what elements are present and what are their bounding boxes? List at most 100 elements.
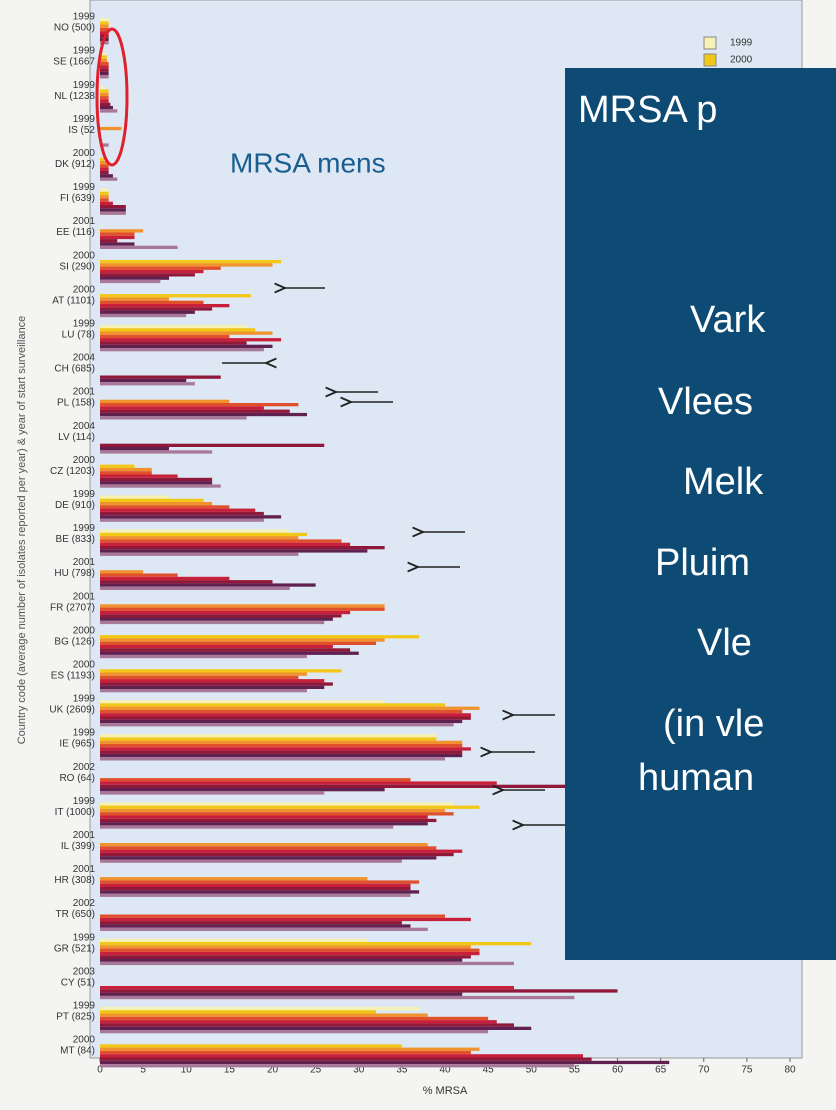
x-tick-label: 55 [569,1065,581,1076]
bar [100,1006,420,1011]
bar [100,852,454,857]
bar [100,211,126,215]
bar [100,307,213,311]
category-label: ES (1193) [51,671,95,682]
bar [100,709,463,714]
x-tick-label: 15 [224,1065,236,1076]
bar [100,157,105,161]
start-year-label: 2000 [73,1035,96,1046]
bar [100,924,411,928]
start-year-label: 2000 [73,455,96,466]
overlay-line: Vlees [658,381,753,423]
category-label: FR (2707) [50,602,95,613]
bar [100,266,221,270]
bar [100,675,299,680]
category-label: IL (399) [61,841,95,852]
bar [100,604,385,608]
bar [100,890,420,894]
bar [100,324,247,329]
bar [100,515,282,519]
bar [100,641,376,645]
bar [100,744,463,748]
bar [100,1020,497,1024]
start-year-label: 1999 [73,1001,96,1012]
bar [100,511,264,516]
bar [100,474,178,478]
bar [100,409,290,413]
start-year-label: 1999 [73,796,96,807]
category-label: DE (910) [55,500,95,511]
bar [100,849,463,853]
bar [100,403,299,407]
bar [100,788,385,792]
bar [100,719,463,724]
bar [100,825,394,829]
bar [100,331,273,335]
bar [100,495,169,499]
category-label: BE (833) [56,534,95,545]
bar [100,518,264,522]
bar [100,682,333,686]
start-year-label: 1999 [73,114,96,125]
bar [100,75,109,79]
bar [100,304,230,308]
bar [100,645,333,649]
bar [100,229,144,233]
bar [100,338,282,342]
x-tick-label: 80 [784,1065,796,1076]
start-year-label: 1999 [73,319,96,330]
start-year-label: 1999 [73,182,96,193]
overlay-line: Vle [697,622,752,664]
bar [100,447,169,451]
bar [100,700,385,704]
overlay-line: human [638,757,754,799]
bar [100,89,109,93]
legend-swatch [703,36,717,50]
bar [100,300,204,304]
category-label: NO (500) [54,23,95,34]
x-tick-label: 10 [181,1065,193,1076]
bar [100,382,195,386]
bar [100,467,152,472]
bar [100,856,437,860]
bar [100,961,514,966]
category-label: LV (114) [58,432,95,443]
category-label: SI (290) [59,261,95,272]
bar [100,610,351,615]
x-tick-label: 0 [97,1065,103,1076]
bar [100,1050,471,1055]
bar [100,791,325,795]
bar [100,951,480,956]
bar [100,805,480,809]
bar [100,27,109,32]
bar [100,635,420,639]
bar [100,685,325,689]
x-tick-label: 40 [439,1065,451,1076]
bar [100,583,316,587]
bar [100,344,273,348]
start-year-label: 1999 [73,932,96,943]
category-label: RO (64) [59,773,95,784]
bar [100,242,135,246]
bar [100,498,204,502]
bar [100,620,325,625]
bar [100,481,213,485]
bar [100,818,437,823]
bar [100,263,273,267]
bar [100,938,368,942]
bar [100,294,251,298]
bar [100,406,264,410]
legend-label: 1999 [730,38,753,49]
bar [100,880,420,884]
bar [100,917,471,922]
start-year-label: 1999 [73,80,96,91]
bar [100,877,368,881]
bar [100,822,428,826]
category-label: EE (116) [56,227,95,238]
bar [100,96,109,100]
bar [100,484,221,488]
bar [100,812,454,816]
y-axis-label: Country code (average number of isolates… [16,316,28,745]
